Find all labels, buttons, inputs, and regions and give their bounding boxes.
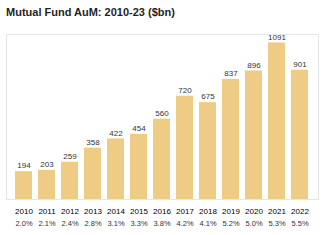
svg-text:259: 259 bbox=[63, 152, 77, 161]
svg-text:2.4%: 2.4% bbox=[61, 219, 78, 228]
svg-text:5.0%: 5.0% bbox=[245, 219, 262, 228]
svg-text:675: 675 bbox=[201, 92, 215, 101]
svg-text:2012: 2012 bbox=[61, 207, 79, 216]
svg-text:422: 422 bbox=[109, 129, 123, 138]
svg-text:896: 896 bbox=[247, 61, 261, 70]
svg-text:5.3%: 5.3% bbox=[268, 219, 285, 228]
svg-text:5.5%: 5.5% bbox=[291, 219, 308, 228]
svg-text:4.1%: 4.1% bbox=[199, 219, 216, 228]
html-text:Mutual Fund AuM: 2010-23 ($bn): Mutual Fund AuM: 2010-23 ($bn) bbox=[6, 6, 175, 18]
svg-text:720: 720 bbox=[178, 86, 192, 95]
svg-text:2016: 2016 bbox=[153, 207, 171, 216]
svg-text:2020: 2020 bbox=[245, 207, 263, 216]
svg-text:2015: 2015 bbox=[130, 207, 148, 216]
svg-text:2018: 2018 bbox=[199, 207, 217, 216]
svg-text:2.8%: 2.8% bbox=[84, 219, 101, 228]
svg-text:2019: 2019 bbox=[222, 207, 240, 216]
svg-text:2022: 2022 bbox=[291, 207, 309, 216]
svg-text:5.2%: 5.2% bbox=[222, 219, 239, 228]
svg-text:901: 901 bbox=[293, 60, 307, 69]
svg-text:2021: 2021 bbox=[268, 207, 286, 216]
svg-text:2013: 2013 bbox=[84, 207, 102, 216]
svg-text:1091: 1091 bbox=[268, 33, 286, 42]
svg-text:2.1%: 2.1% bbox=[38, 219, 55, 228]
svg-text:203: 203 bbox=[40, 160, 54, 169]
svg-text:2014: 2014 bbox=[107, 207, 125, 216]
svg-text:560: 560 bbox=[155, 109, 169, 118]
svg-text:3.8%: 3.8% bbox=[153, 219, 170, 228]
svg-text:454: 454 bbox=[132, 124, 146, 133]
svg-text:4.2%: 4.2% bbox=[176, 219, 193, 228]
svg-text:2017: 2017 bbox=[176, 207, 194, 216]
svg-text:194: 194 bbox=[17, 161, 31, 170]
svg-text:837: 837 bbox=[224, 69, 238, 78]
svg-text:2.0%: 2.0% bbox=[15, 219, 32, 228]
svg-text:3.1%: 3.1% bbox=[107, 219, 124, 228]
svg-text:3.3%: 3.3% bbox=[130, 219, 147, 228]
svg-text:358: 358 bbox=[86, 138, 100, 147]
svg-text:2010: 2010 bbox=[15, 207, 33, 216]
svg-text:2011: 2011 bbox=[38, 207, 56, 216]
